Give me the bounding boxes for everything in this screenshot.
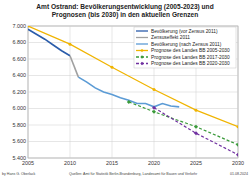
marker	[69, 43, 72, 46]
grid-line	[28, 26, 238, 27]
legend-marker	[140, 62, 143, 65]
legend-label: Bevölkerung (nach Zensus 2011)	[151, 42, 222, 47]
y-tick-label: 6.600	[13, 56, 27, 62]
x-tick-label: 2020	[148, 160, 160, 166]
legend-label: Prognose des Landes BB 2005-2030	[151, 48, 230, 53]
date: 01.08.2024	[230, 172, 248, 176]
plot-frame	[28, 26, 238, 158]
marker	[236, 143, 238, 147]
legend-marker	[140, 55, 143, 58]
marker	[236, 153, 238, 157]
grid-line	[28, 92, 238, 93]
legend-swatch	[136, 30, 148, 31]
series-group	[28, 26, 238, 157]
x-tick-label: 2015	[106, 160, 118, 166]
marker	[127, 100, 131, 104]
grid-line	[28, 158, 238, 159]
grid-line	[28, 75, 238, 76]
series-line	[70, 56, 78, 77]
title: Amt Ostrand: Bevölkerungsentwicklung (20…	[36, 3, 213, 19]
x-tick-label: 2010	[64, 160, 76, 166]
author: by Hans G. Oberlack	[2, 172, 36, 176]
y-tick-label: 6.800	[13, 39, 27, 45]
legend-label: Prognose des Landes BB 2020-2030	[151, 61, 230, 66]
legend-swatch	[136, 37, 148, 38]
marker	[237, 125, 239, 128]
x-tick-label: 2025	[190, 160, 202, 166]
grid-line	[238, 26, 239, 158]
marker	[152, 106, 156, 110]
grid-line	[70, 26, 71, 158]
y-tick-label: 6.400	[13, 72, 27, 78]
series-line	[78, 77, 179, 107]
chart: Amt Ostrand: Bevölkerungsentwicklung (20…	[0, 0, 250, 177]
marker	[152, 110, 156, 114]
marker	[153, 88, 156, 91]
grid-line	[28, 26, 29, 158]
series-line	[28, 26, 238, 127]
y-tick-label: 6.000	[13, 105, 27, 111]
marker	[194, 131, 198, 135]
y-tick-label: 5.800	[13, 122, 27, 128]
legend-label: Prognose des Landes BB 2017-2030	[151, 55, 230, 60]
grid-line	[28, 141, 238, 142]
grid-line	[28, 125, 238, 126]
legend-label: Bevölkerung (vor Zensus 2011)	[151, 29, 218, 34]
legend-label: Zensuseffekt 2011	[151, 35, 190, 40]
marker	[194, 125, 198, 129]
y-tick-label: 5.600	[13, 138, 27, 144]
x-tick-label: 2005	[22, 160, 34, 166]
legend-swatch	[136, 43, 148, 44]
grid-line	[112, 26, 113, 158]
x-tick-label: 2030	[232, 160, 244, 166]
series-line	[28, 29, 70, 55]
y-tick-label: 6.200	[13, 89, 27, 95]
marker	[111, 66, 114, 69]
source: Quellen: Amt für Statistik Berlin-Brande…	[69, 172, 198, 176]
marker	[195, 109, 198, 112]
marker	[28, 26, 30, 28]
series-line	[129, 102, 238, 145]
legend-swatch	[136, 50, 148, 51]
y-tick-label: 7.000	[13, 23, 27, 29]
series-line	[154, 108, 238, 155]
legend-box	[134, 27, 236, 68]
grid-line	[28, 108, 238, 109]
legend-marker	[141, 49, 144, 52]
